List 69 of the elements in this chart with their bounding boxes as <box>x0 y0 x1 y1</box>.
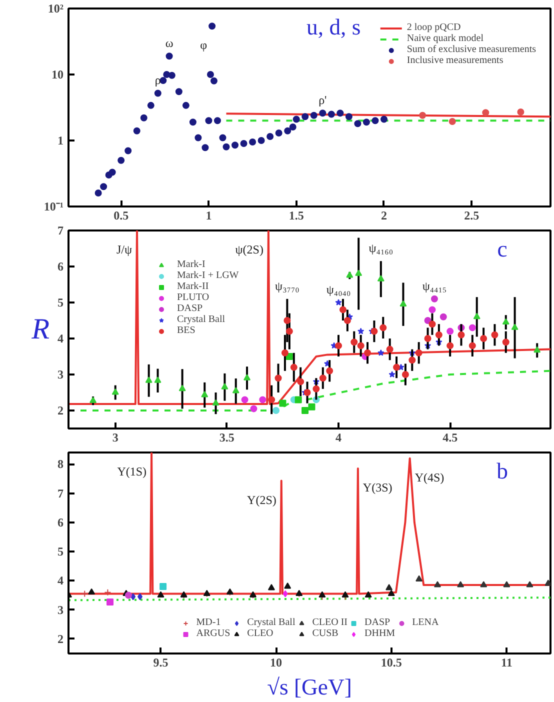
x-tick-label: 0.5 <box>114 208 129 222</box>
annotation: u, d, s <box>306 14 361 40</box>
legend-label: Naive quark model <box>406 33 484 44</box>
y-tick-label: 1 <box>58 134 64 148</box>
x-tick-label: 1.5 <box>288 208 304 222</box>
y-tick-label: 4 <box>58 332 64 346</box>
annotation: Υ(3S) <box>362 480 392 495</box>
y-tick-label: 3 <box>58 602 64 617</box>
y-tick-label: 7 <box>58 224 64 238</box>
annotation: ψ₄₀₄₀ <box>326 282 351 296</box>
x-tick-label: 1 <box>206 208 212 222</box>
x-tick-label: 10.5 <box>380 656 402 670</box>
annotation: Υ(4S) <box>414 470 444 484</box>
annotation: Υ(2S) <box>247 492 276 507</box>
y-tick-label: 8 <box>58 457 64 472</box>
legend-label: Crystal Ball <box>177 314 226 325</box>
legend-label: DHHM <box>364 628 396 639</box>
annotation: Υ(1S) <box>117 464 147 478</box>
annotation: ψ₄₁₆₀ <box>368 241 394 256</box>
legend-label: Mark-I + LGW <box>177 270 239 281</box>
annotation: ω <box>165 36 174 50</box>
annotation: J/ψ <box>116 242 132 256</box>
x-axis-title: √s [GeV] <box>267 674 352 700</box>
legend-label: BES <box>177 325 196 336</box>
legend-label: Inclusive measurements <box>406 55 504 66</box>
annotation: ρ' <box>318 93 327 108</box>
legend-label: CUSB <box>312 628 338 639</box>
y-tick-label: 6 <box>58 260 64 274</box>
legend-label: Mark-I <box>177 259 206 270</box>
x-tick-label: 3 <box>112 430 118 444</box>
legend-label: Crystal Ball <box>247 617 296 628</box>
x-tick-label: 10 <box>270 656 282 670</box>
x-tick-label: 3.5 <box>219 430 234 444</box>
annotation: b <box>496 458 508 484</box>
y-tick-label: 5 <box>58 544 64 559</box>
x-tick-label: 4.5 <box>442 430 458 444</box>
legend-label: ARGUS <box>196 628 230 639</box>
y-tick-label: 2 <box>58 404 64 418</box>
y-tick-label: 10⁻¹ <box>44 200 64 214</box>
y-tick-label: 4 <box>58 574 64 588</box>
annotation: φ <box>200 38 208 52</box>
annotation: c <box>497 236 508 262</box>
legend-label: Sum of exclusive measurements <box>406 44 536 55</box>
y-tick-label: 3 <box>58 368 64 382</box>
y-axis-title: R <box>30 314 50 346</box>
y-tick-label: 7 <box>58 486 64 500</box>
legend-label: 2 loop pQCD <box>406 22 461 33</box>
legend-label: CLEO <box>247 628 274 639</box>
y-tick-label: 10² <box>48 2 64 16</box>
legend-label: MD-1 <box>196 617 221 628</box>
y-tick-label: 2 <box>58 632 64 646</box>
x-tick-label: 2.5 <box>464 208 480 222</box>
legend-label: CLEO II <box>312 617 348 628</box>
y-tick-label: 6 <box>58 515 64 530</box>
x-tick-label: 11 <box>501 656 512 670</box>
annotation: ψ(2S) <box>235 242 264 256</box>
annotation: ψ₄₄₁₅ <box>422 278 447 293</box>
x-tick-label: 2 <box>380 208 387 222</box>
legend-label: LENA <box>412 617 439 628</box>
legend-label: PLUTO <box>177 292 210 303</box>
annotation: ρ <box>154 73 161 88</box>
x-tick-label: 9.5 <box>153 656 168 670</box>
legend-label: DASP <box>177 303 203 314</box>
x-tick-label: 4 <box>336 430 342 444</box>
legend-label: DASP <box>364 617 390 628</box>
y-tick-label: 5 <box>58 296 64 310</box>
legend-label: Mark-II <box>177 281 209 292</box>
annotation: ψ₃₇₇₀ <box>275 278 300 293</box>
y-tick-label: 10 <box>52 68 64 82</box>
